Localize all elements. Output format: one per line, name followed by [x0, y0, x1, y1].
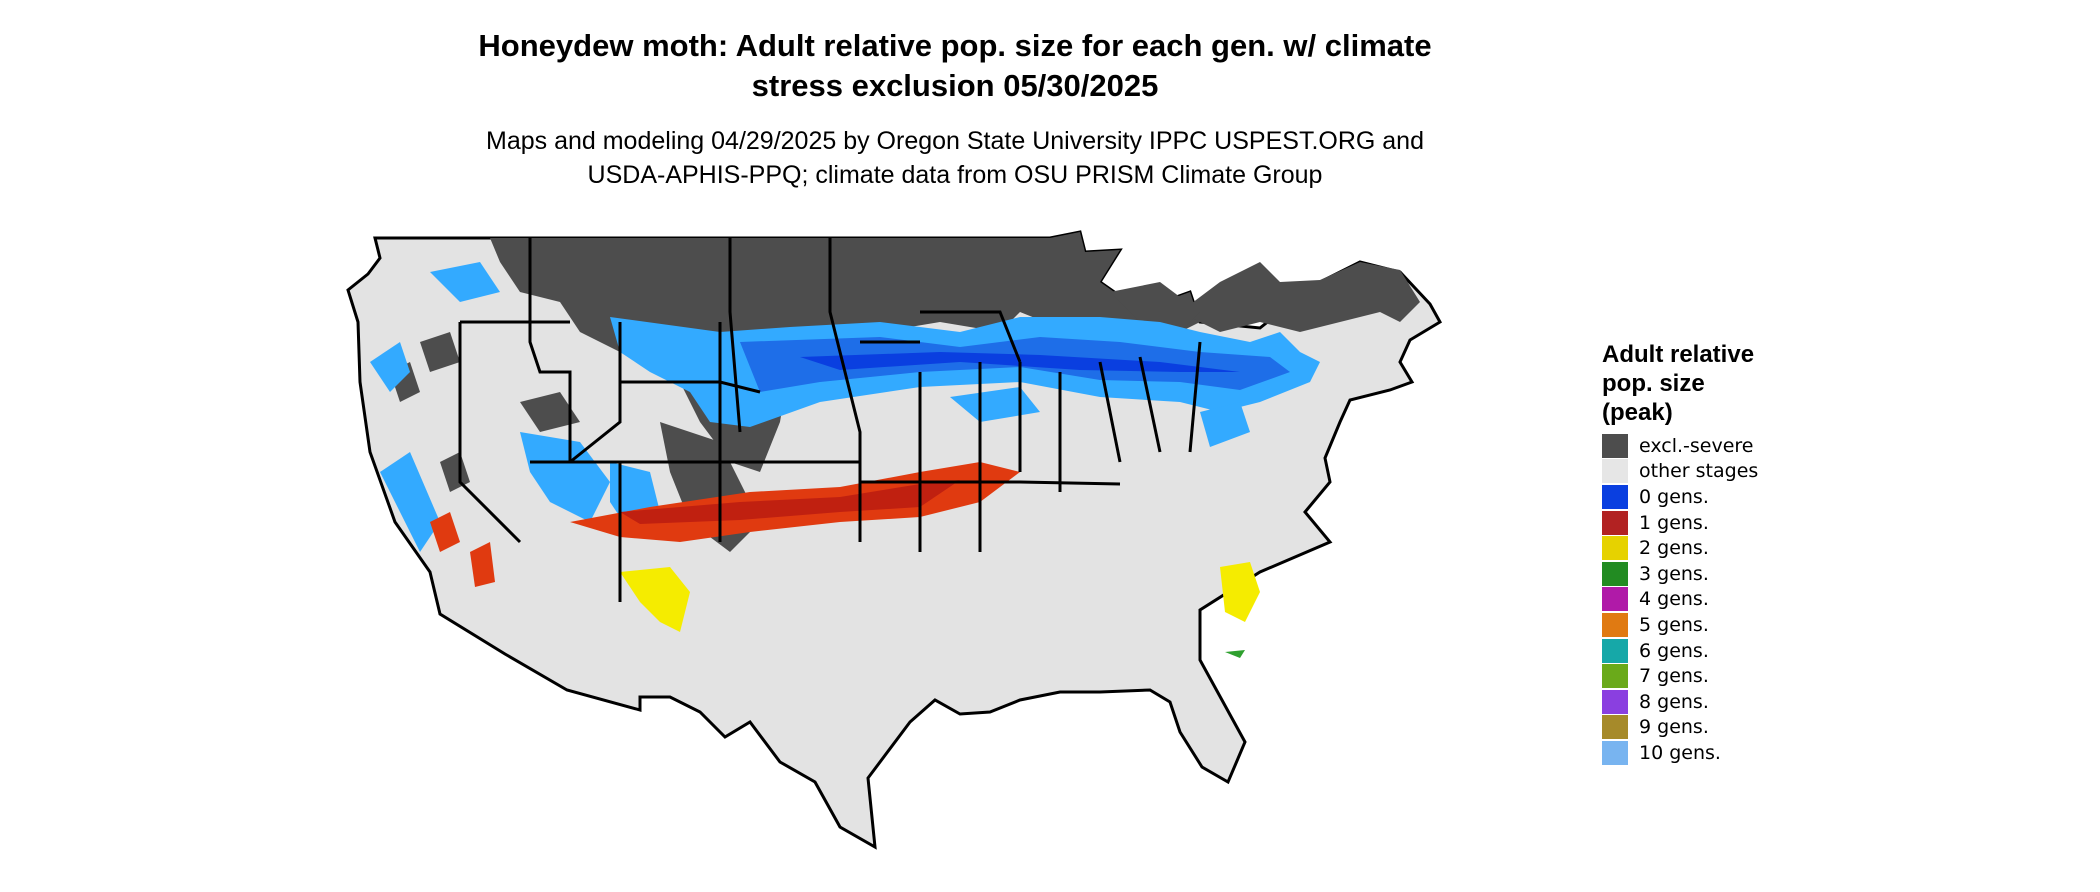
- legend-label: excl.-severe: [1639, 434, 1754, 457]
- legend-label: 4 gens.: [1639, 588, 1709, 611]
- legend-item: 5 gens.: [1602, 612, 1852, 638]
- green-zone: [1225, 650, 1245, 658]
- map-title: Honeydew moth: Adult relative pop. size …: [420, 26, 1490, 106]
- legend-swatch: [1602, 484, 1628, 509]
- legend-item: excl.-severe: [1602, 433, 1852, 459]
- legend-swatch: [1602, 612, 1628, 637]
- legend-item: other stages: [1602, 459, 1852, 485]
- legend-swatch: [1602, 715, 1628, 740]
- legend-items: excl.-severe other stages 0 gens. 1 gens. 2 …: [1602, 433, 1852, 766]
- legend-label: other stages: [1639, 460, 1759, 483]
- legend-swatch: [1602, 536, 1628, 561]
- title-line-1: Honeydew moth: Adult relative pop. size …: [478, 28, 1432, 63]
- legend-item: 8 gens.: [1602, 689, 1852, 715]
- legend-label: 6 gens.: [1639, 639, 1709, 662]
- map-subtitle: Maps and modeling 04/29/2025 by Oregon S…: [420, 124, 1490, 192]
- legend-title-line: Adult relative: [1602, 341, 1755, 368]
- subtitle-line-2: USDA-APHIS-PPQ; climate data from OSU PR…: [587, 161, 1323, 189]
- legend-item: 7 gens.: [1602, 663, 1852, 689]
- legend-item: 4 gens.: [1602, 587, 1852, 613]
- legend-title: Adult relative pop. size (peak): [1602, 340, 1852, 427]
- legend-item: 0 gens.: [1602, 484, 1852, 510]
- legend-swatch: [1602, 638, 1628, 663]
- legend-swatch: [1602, 510, 1628, 535]
- legend-swatch: [1602, 689, 1628, 714]
- legend-title-line: pop. size: [1602, 370, 1705, 397]
- legend-label: 8 gens.: [1639, 690, 1709, 713]
- blue-zones: [370, 262, 1320, 552]
- legend-label: 7 gens.: [1639, 665, 1709, 688]
- state-borders: [458, 238, 1202, 602]
- yellow-zones: [620, 562, 1260, 632]
- legend-swatch: [1602, 740, 1628, 765]
- legend-title-line: (peak): [1602, 399, 1673, 426]
- legend-swatch: [1602, 664, 1628, 689]
- title-line-2: stress exclusion 05/30/2025: [751, 68, 1159, 103]
- legend-label: 3 gens.: [1639, 562, 1709, 585]
- legend-label: 1 gens.: [1639, 511, 1709, 534]
- map-legend: Adult relative pop. size (peak) excl.-se…: [1602, 340, 1852, 766]
- legend-item: 3 gens.: [1602, 561, 1852, 587]
- legend-swatch: [1602, 459, 1628, 484]
- legend-item: 6 gens.: [1602, 638, 1852, 664]
- us-map: [346, 230, 1443, 850]
- legend-label: 2 gens.: [1639, 537, 1709, 560]
- legend-label: 5 gens.: [1639, 613, 1709, 636]
- legend-item: 9 gens.: [1602, 715, 1852, 741]
- legend-label: 9 gens.: [1639, 716, 1709, 739]
- subtitle-line-1: Maps and modeling 04/29/2025 by Oregon S…: [486, 127, 1424, 155]
- legend-swatch: [1602, 587, 1628, 612]
- legend-swatch: [1602, 433, 1628, 458]
- legend-item: 10 gens.: [1602, 740, 1852, 766]
- legend-item: 1 gens.: [1602, 510, 1852, 536]
- legend-label: 10 gens.: [1639, 741, 1721, 764]
- legend-label: 0 gens.: [1639, 485, 1709, 508]
- legend-item: 2 gens.: [1602, 535, 1852, 561]
- legend-swatch: [1602, 561, 1628, 586]
